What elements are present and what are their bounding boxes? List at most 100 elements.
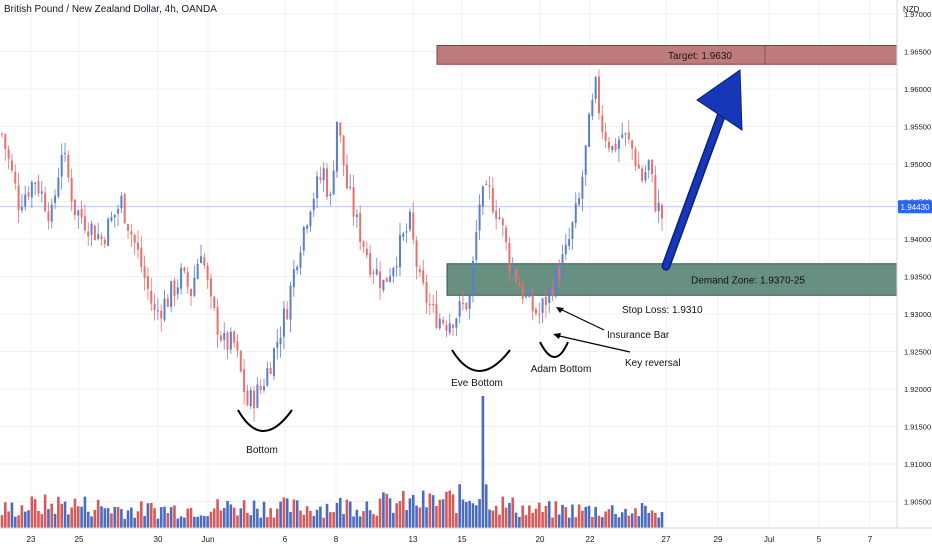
candle-body <box>375 269 378 275</box>
candle-body <box>110 216 113 221</box>
volume-bar <box>13 516 17 528</box>
bottom-curve <box>237 409 293 432</box>
time-axis[interactable]: 23 25 30 Jun 6 8 13 15 20 22 27 29 Jul 5 7 <box>27 535 873 544</box>
price-tick-label: 1.97000 <box>904 10 931 19</box>
volume-bar <box>581 510 584 528</box>
price-tick-label: 1.95000 <box>904 160 931 169</box>
volume-bar <box>614 513 617 528</box>
volume-bar <box>518 516 521 528</box>
volume-bar <box>644 505 647 528</box>
volume-bar <box>76 506 80 528</box>
volume-bar <box>20 505 24 528</box>
candle-body <box>611 145 614 151</box>
candle-body <box>107 218 110 246</box>
candle-body <box>306 225 309 229</box>
price-tick-label: 1.92000 <box>904 385 931 394</box>
candle-body <box>160 310 163 319</box>
current-price-value: 1.94430 <box>901 203 930 212</box>
time-tick-label: Jul <box>764 535 774 544</box>
candle-body <box>130 231 133 235</box>
candle-body <box>425 281 428 304</box>
candle-body <box>657 202 660 212</box>
candle-body <box>621 134 624 138</box>
candle-body <box>564 244 567 255</box>
volume-bar <box>408 498 412 528</box>
volume-bar <box>216 499 219 528</box>
volume-bar <box>577 504 581 528</box>
volume-bar <box>279 501 282 528</box>
candle-body <box>631 140 634 149</box>
volume-bar <box>7 511 10 528</box>
price-tick-label: 1.92500 <box>904 348 931 357</box>
volume-bar <box>511 497 515 528</box>
volume-bar <box>103 508 107 528</box>
volume-bar <box>67 514 70 528</box>
volume-bar <box>309 510 312 528</box>
candle-body <box>511 267 514 272</box>
volume-bar <box>365 501 369 528</box>
volume-bar <box>544 505 548 528</box>
volume-bar <box>169 507 173 528</box>
candle-body <box>335 121 338 172</box>
demand-zone[interactable] <box>446 263 898 296</box>
candle-body <box>83 216 86 231</box>
candle-body <box>558 267 561 279</box>
candle-body <box>312 198 315 211</box>
eve-bottom-label: Eve Bottom <box>451 378 503 389</box>
volume-bar <box>332 512 335 528</box>
volume-bar <box>541 512 544 528</box>
candle-body <box>495 210 498 219</box>
volume-bar <box>574 517 578 528</box>
candle-body <box>428 303 431 305</box>
candle-body <box>438 318 441 329</box>
candle-body <box>286 309 289 320</box>
volume-bar <box>392 512 395 528</box>
candle-body <box>584 145 587 175</box>
candle-body <box>103 239 106 245</box>
volume-bar <box>113 506 117 528</box>
candle-body <box>578 198 581 205</box>
candle-body <box>359 213 362 243</box>
candle-body <box>123 194 126 224</box>
zones <box>436 45 898 296</box>
candle-body <box>617 139 620 149</box>
volume-bar <box>421 490 425 528</box>
candle-body <box>385 277 388 282</box>
candle-body <box>661 204 663 219</box>
candle-body <box>531 295 534 312</box>
volume-bar <box>266 517 269 528</box>
volume-bar <box>90 516 93 528</box>
candle-body <box>322 168 325 181</box>
volume-bar <box>504 507 508 528</box>
stop-loss-label: Stop Loss: 1.9310 <box>622 305 703 316</box>
volume-bar <box>534 508 538 528</box>
volume-bar <box>239 508 243 528</box>
volume-bar <box>617 517 621 528</box>
candle-body <box>73 199 76 216</box>
adam-bottom-curve <box>539 341 569 358</box>
volume-bar <box>398 501 402 528</box>
volume-bar <box>246 513 249 528</box>
candle-body <box>226 332 229 350</box>
time-tick-label: 29 <box>714 535 723 544</box>
candle-body <box>525 294 528 297</box>
candle-body <box>27 192 30 197</box>
candle-body <box>186 272 189 287</box>
candle-body <box>488 184 491 187</box>
key-reversal-label: Key reversal <box>625 358 681 369</box>
insurance-bar-arrowhead <box>556 307 564 313</box>
volume-bar <box>166 513 170 528</box>
volume-bar <box>640 503 644 528</box>
volume-bar <box>438 499 442 528</box>
candle-body <box>209 278 212 297</box>
volume-bar <box>176 518 180 528</box>
volume-bar <box>106 508 110 528</box>
volume-bar <box>4 502 7 528</box>
volume-bar <box>624 508 627 528</box>
candle-body <box>7 149 10 159</box>
target-zone[interactable] <box>436 45 898 65</box>
candle-body <box>269 368 272 374</box>
key-reversal-pointer <box>554 334 631 353</box>
volume-bar <box>557 514 561 528</box>
